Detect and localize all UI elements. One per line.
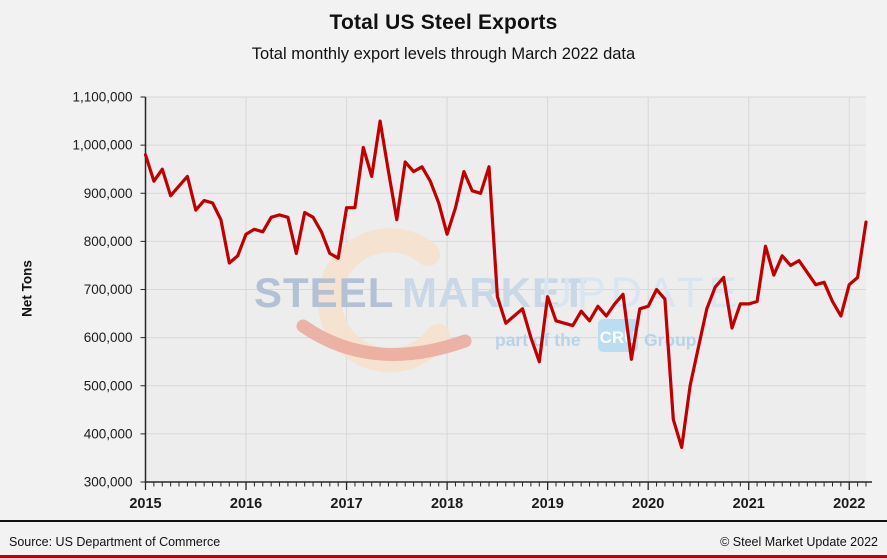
y-tick-label: 1,000,000: [72, 138, 132, 153]
y-tick-label: 600,000: [84, 330, 133, 345]
bottom-red-rule: [0, 555, 887, 558]
watermark-crescent-icon: [296, 319, 472, 361]
chart-subtitle: Total monthly export levels through Marc…: [251, 45, 636, 63]
footer: Source: US Department of Commerce © Stee…: [0, 531, 887, 553]
y-tick-label: 300,000: [84, 475, 133, 490]
source-note: Source: US Department of Commerce: [9, 535, 221, 549]
watermark-market: MARKET: [402, 269, 588, 316]
x-tick-label: 2022: [833, 496, 865, 512]
watermark-tagline-suffix: Group: [644, 330, 697, 350]
watermark-steel: STEEL: [254, 269, 394, 316]
y-tick-label: 800,000: [84, 234, 133, 249]
y-tick-label: 400,000: [84, 426, 133, 441]
x-tick-label: 2021: [733, 496, 765, 512]
copyright-note: © Steel Market Update 2022: [720, 535, 878, 549]
x-tick-label: 2019: [532, 496, 564, 512]
series-line: [143, 119, 868, 449]
x-tick-label: 2017: [330, 496, 362, 512]
y-tick-label: 700,000: [84, 282, 133, 297]
chart-title: Total US Steel Exports: [329, 11, 558, 34]
watermark-tagline-prefix: part of the: [495, 330, 581, 350]
x-tick-label: 2016: [230, 496, 262, 512]
x-tick-label: 2015: [129, 496, 161, 512]
y-tick-label: 500,000: [84, 378, 133, 393]
x-tick-label: 2018: [431, 496, 463, 512]
y-tick-label: 1,100,000: [72, 90, 132, 105]
y-tick-label: 900,000: [84, 186, 133, 201]
x-tick-label: 2020: [632, 496, 664, 512]
footer-divider: [0, 520, 887, 522]
